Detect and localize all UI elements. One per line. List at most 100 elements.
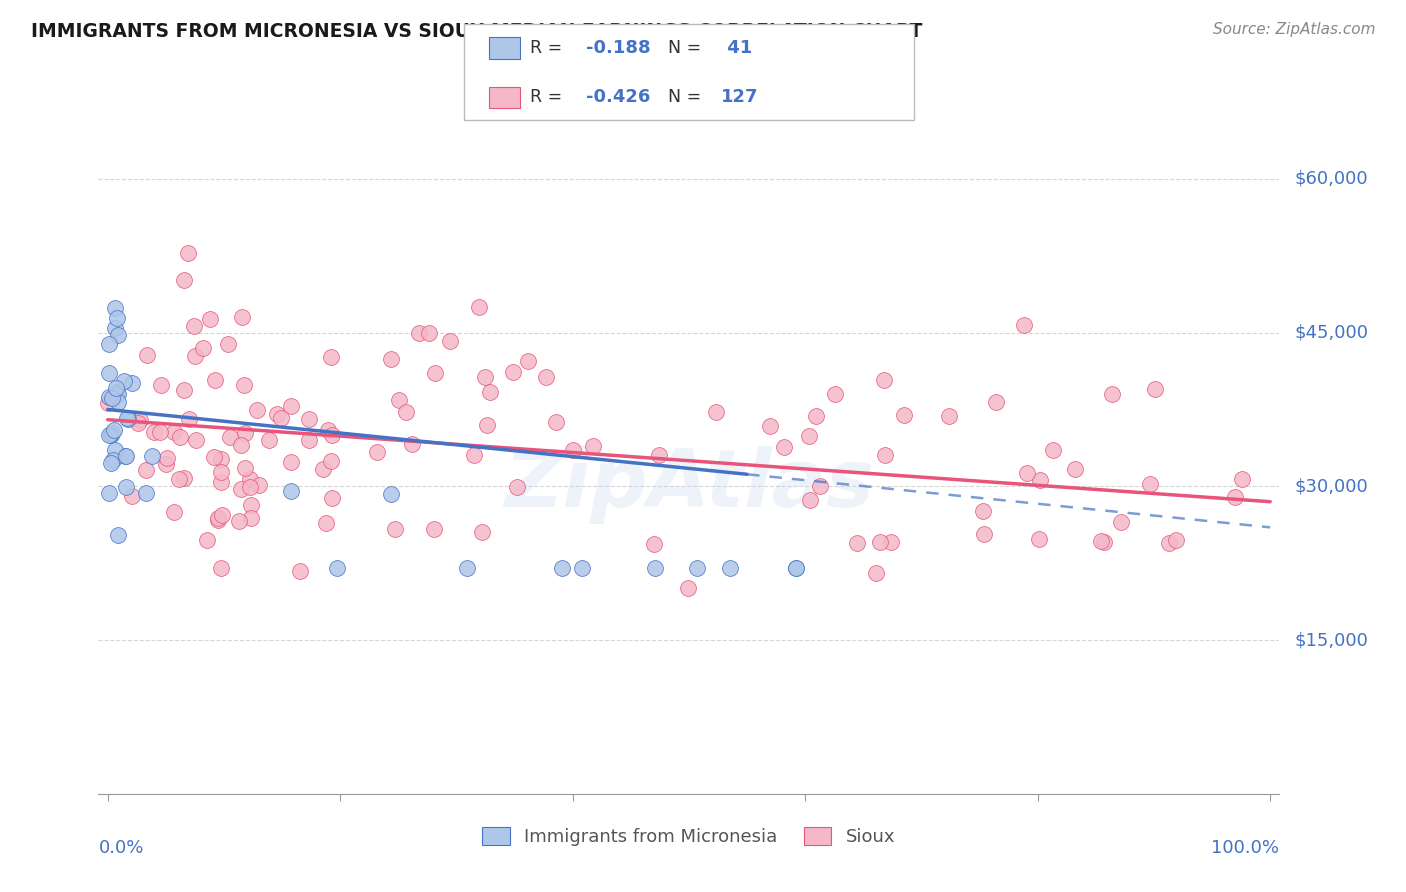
Point [1064, 462, 1087, 476]
Point [98, 366, 121, 380]
Point [973, 527, 995, 541]
Point [105, 384, 128, 399]
Point [128, 413, 150, 427]
Point [167, 472, 190, 486]
Point [544, 415, 567, 429]
Point [869, 535, 891, 549]
Text: Source: ZipAtlas.com: Source: ZipAtlas.com [1212, 22, 1375, 37]
Point [217, 337, 239, 351]
Point [423, 522, 446, 536]
Point [247, 478, 270, 492]
Point [972, 504, 994, 518]
Point [1223, 491, 1246, 505]
Point [163, 505, 186, 519]
Point [718, 561, 741, 575]
Text: 100.0%: 100.0% [1212, 838, 1279, 856]
Point [1139, 477, 1161, 491]
Point [1101, 387, 1123, 401]
Point [155, 458, 177, 472]
Point [100, 456, 122, 470]
Point [107, 328, 129, 343]
Text: -0.188: -0.188 [586, 39, 651, 57]
Point [1014, 318, 1036, 332]
Point [1157, 536, 1180, 550]
Point [229, 438, 252, 452]
Point [648, 449, 671, 463]
Point [239, 472, 262, 486]
Point [150, 378, 173, 392]
Text: R =: R = [530, 39, 568, 57]
Point [270, 411, 292, 425]
Point [280, 455, 302, 469]
Point [193, 341, 215, 355]
Point [439, 334, 461, 349]
Point [1111, 515, 1133, 529]
Point [315, 516, 337, 530]
Point [505, 480, 527, 494]
Point [298, 433, 321, 447]
Point [142, 425, 165, 439]
Point [321, 491, 343, 506]
Point [169, 430, 191, 444]
Point [117, 412, 139, 426]
Text: N =: N = [668, 88, 707, 106]
Point [474, 369, 496, 384]
Point [880, 534, 903, 549]
Point [211, 475, 233, 489]
Text: $15,000: $15,000 [1295, 632, 1368, 649]
Point [240, 498, 263, 512]
Point [785, 561, 807, 575]
Point [280, 399, 302, 413]
Text: $60,000: $60,000 [1295, 169, 1368, 188]
Text: -0.426: -0.426 [586, 88, 651, 106]
Point [184, 349, 207, 363]
Point [105, 381, 128, 395]
Point [562, 443, 585, 458]
Point [104, 321, 127, 335]
Point [478, 385, 501, 400]
Point [104, 443, 127, 458]
Point [121, 489, 143, 503]
Point [228, 514, 250, 528]
Point [183, 318, 205, 333]
Point [321, 428, 343, 442]
Point [207, 510, 229, 524]
Point [875, 448, 897, 462]
Point [173, 383, 195, 397]
Point [366, 445, 388, 459]
Point [401, 436, 423, 450]
Point [240, 510, 263, 524]
Point [121, 376, 143, 390]
Point [202, 450, 225, 464]
Point [219, 429, 242, 443]
Point [149, 425, 172, 439]
Point [475, 417, 498, 432]
Point [1232, 472, 1254, 486]
Point [312, 462, 335, 476]
Point [173, 471, 195, 485]
Point [865, 566, 887, 580]
Point [845, 536, 868, 550]
Point [290, 564, 312, 578]
Point [107, 395, 129, 409]
Point [98, 390, 121, 404]
Text: ZipAtlas: ZipAtlas [503, 446, 875, 524]
Point [156, 450, 179, 465]
Text: 0.0%: 0.0% [98, 838, 143, 856]
Point [808, 479, 831, 493]
Point [246, 403, 269, 417]
Text: R =: R = [530, 88, 568, 106]
Point [318, 423, 340, 437]
Point [1090, 534, 1112, 549]
Point [418, 326, 440, 340]
Point [233, 425, 256, 440]
Point [471, 524, 494, 539]
Point [938, 409, 960, 424]
Point [233, 461, 256, 475]
Point [388, 392, 411, 407]
Point [408, 326, 430, 341]
Point [204, 373, 226, 387]
Point [266, 408, 288, 422]
Point [1143, 383, 1166, 397]
Point [163, 425, 186, 439]
